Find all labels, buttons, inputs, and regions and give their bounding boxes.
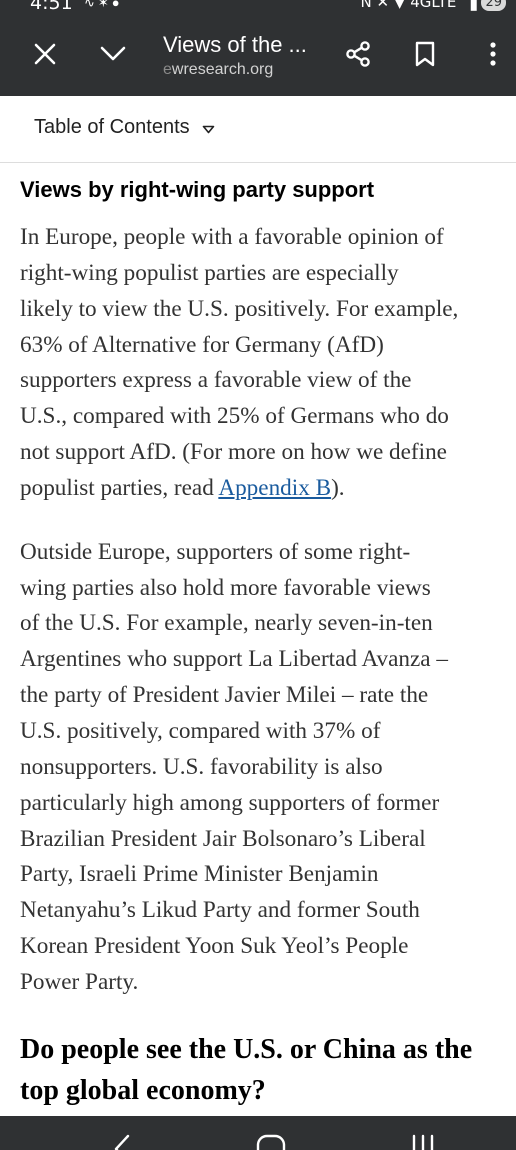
paragraph-line: wing parties also hold more favorable vi… <box>20 574 431 601</box>
battery-level: 29 <box>481 0 506 11</box>
home-icon <box>256 1134 286 1150</box>
page-title-area[interactable]: Views of the ... ewresearch.org <box>163 32 333 81</box>
paragraph-line: Party, Israeli Prime Minister Benjamin <box>20 861 379 888</box>
mute-icon: ✕ <box>376 0 390 11</box>
paragraph-1: In Europe, people with a favorable opini… <box>20 220 510 507</box>
paragraph-line: particularly high among supporters of fo… <box>20 789 440 816</box>
status-bar: 4:51 ∿✶● N ✕ ▼ 4GLTE ▐ 29 <box>0 0 516 14</box>
share-button[interactable] <box>340 36 376 72</box>
signal-icon: ▐ <box>465 0 477 11</box>
paragraph-line: populist parties, read Appendix B). <box>20 471 510 507</box>
paragraph-line: Outside Europe, supporters of some right… <box>20 538 411 565</box>
minimize-button[interactable] <box>95 36 131 72</box>
paragraph-line: Brazilian President Jair Bolsonaro’s Lib… <box>20 825 426 852</box>
recents-icon <box>412 1134 434 1150</box>
custom-tab-toolbar: Views of the ... ewresearch.org <box>0 14 516 96</box>
table-of-contents-bar: Table of Contents <box>0 96 516 163</box>
close-icon <box>34 43 56 65</box>
paragraph-line: Netanyahu’s Likud Party and former South <box>20 897 420 924</box>
appendix-b-link[interactable]: Appendix B <box>218 474 332 501</box>
toc-label: Table of Contents <box>34 116 190 138</box>
share-icon <box>346 41 370 67</box>
status-right-group: N ✕ ▼ 4GLTE ▐ 29 <box>361 0 506 11</box>
status-time: 4:51 <box>30 0 73 14</box>
home-button[interactable] <box>256 1134 286 1150</box>
location-icon: ▼ <box>393 0 406 11</box>
paragraph-line: Argentines who support La Libertad Avanz… <box>20 646 448 673</box>
back-icon <box>114 1134 130 1150</box>
article-body: Views by right-wing party support In Eur… <box>20 162 510 1111</box>
paragraph-line: not support AfD. (For more on how we def… <box>20 439 447 466</box>
page-url: ewresearch.org <box>163 59 333 81</box>
section-heading: Views by right-wing party support <box>20 177 375 202</box>
more-vert-icon <box>490 42 496 66</box>
heading-line: top global economy? <box>20 1074 266 1106</box>
paragraph-line: supporters express a favorable view of t… <box>20 367 412 394</box>
paragraph-line: nonsupporters. U.S. favorability is also <box>20 753 383 780</box>
system-nav-bar <box>0 1116 516 1150</box>
paragraph-line: U.S., compared with 25% of Germans who d… <box>20 403 449 430</box>
text-after-link: ). <box>331 474 345 501</box>
bookmark-button[interactable] <box>407 36 443 72</box>
back-button[interactable] <box>112 1134 132 1150</box>
more-options-button[interactable] <box>475 36 511 72</box>
notification-icons: ∿✶● <box>84 0 123 10</box>
table-of-contents-toggle[interactable]: Table of Contents <box>34 116 215 139</box>
caret-down-icon <box>202 125 214 133</box>
close-button[interactable] <box>27 36 63 72</box>
chevron-down-icon <box>100 46 126 61</box>
paragraph-line: the party of President Javier Milei – ra… <box>20 682 429 709</box>
text-before-link: populist parties, read <box>20 474 219 501</box>
url-prefix: e <box>163 61 172 78</box>
paragraph-line: U.S. positively, compared with 37% of <box>20 717 381 744</box>
heading-line: Do people see the U.S. or China as the <box>20 1033 473 1065</box>
recents-button[interactable] <box>410 1134 436 1150</box>
url-domain: wresearch.org <box>171 61 274 78</box>
paragraph-line: Korean President Yoon Suk Yeol’s People <box>20 933 409 960</box>
paragraph-line: right-wing populist parties are especial… <box>20 259 399 286</box>
page-title: Views of the ... <box>163 32 307 57</box>
paragraph-line: 63% of Alternative for Germany (AfD) <box>20 331 384 358</box>
next-section-heading: Do people see the U.S. or China as the t… <box>20 1029 510 1111</box>
network-type: 4GLTE <box>410 0 457 11</box>
bookmark-icon <box>415 41 435 67</box>
paragraph-line: Power Party. <box>20 968 139 995</box>
nfc-icon: N <box>360 0 372 11</box>
paragraph-line: of the U.S. For example, nearly seven-in… <box>20 610 433 637</box>
paragraph-2: Outside Europe, supporters of some right… <box>20 535 510 1001</box>
paragraph-line: likely to view the U.S. positively. For … <box>20 295 459 322</box>
paragraph-line: In Europe, people with a favorable opini… <box>20 224 444 250</box>
